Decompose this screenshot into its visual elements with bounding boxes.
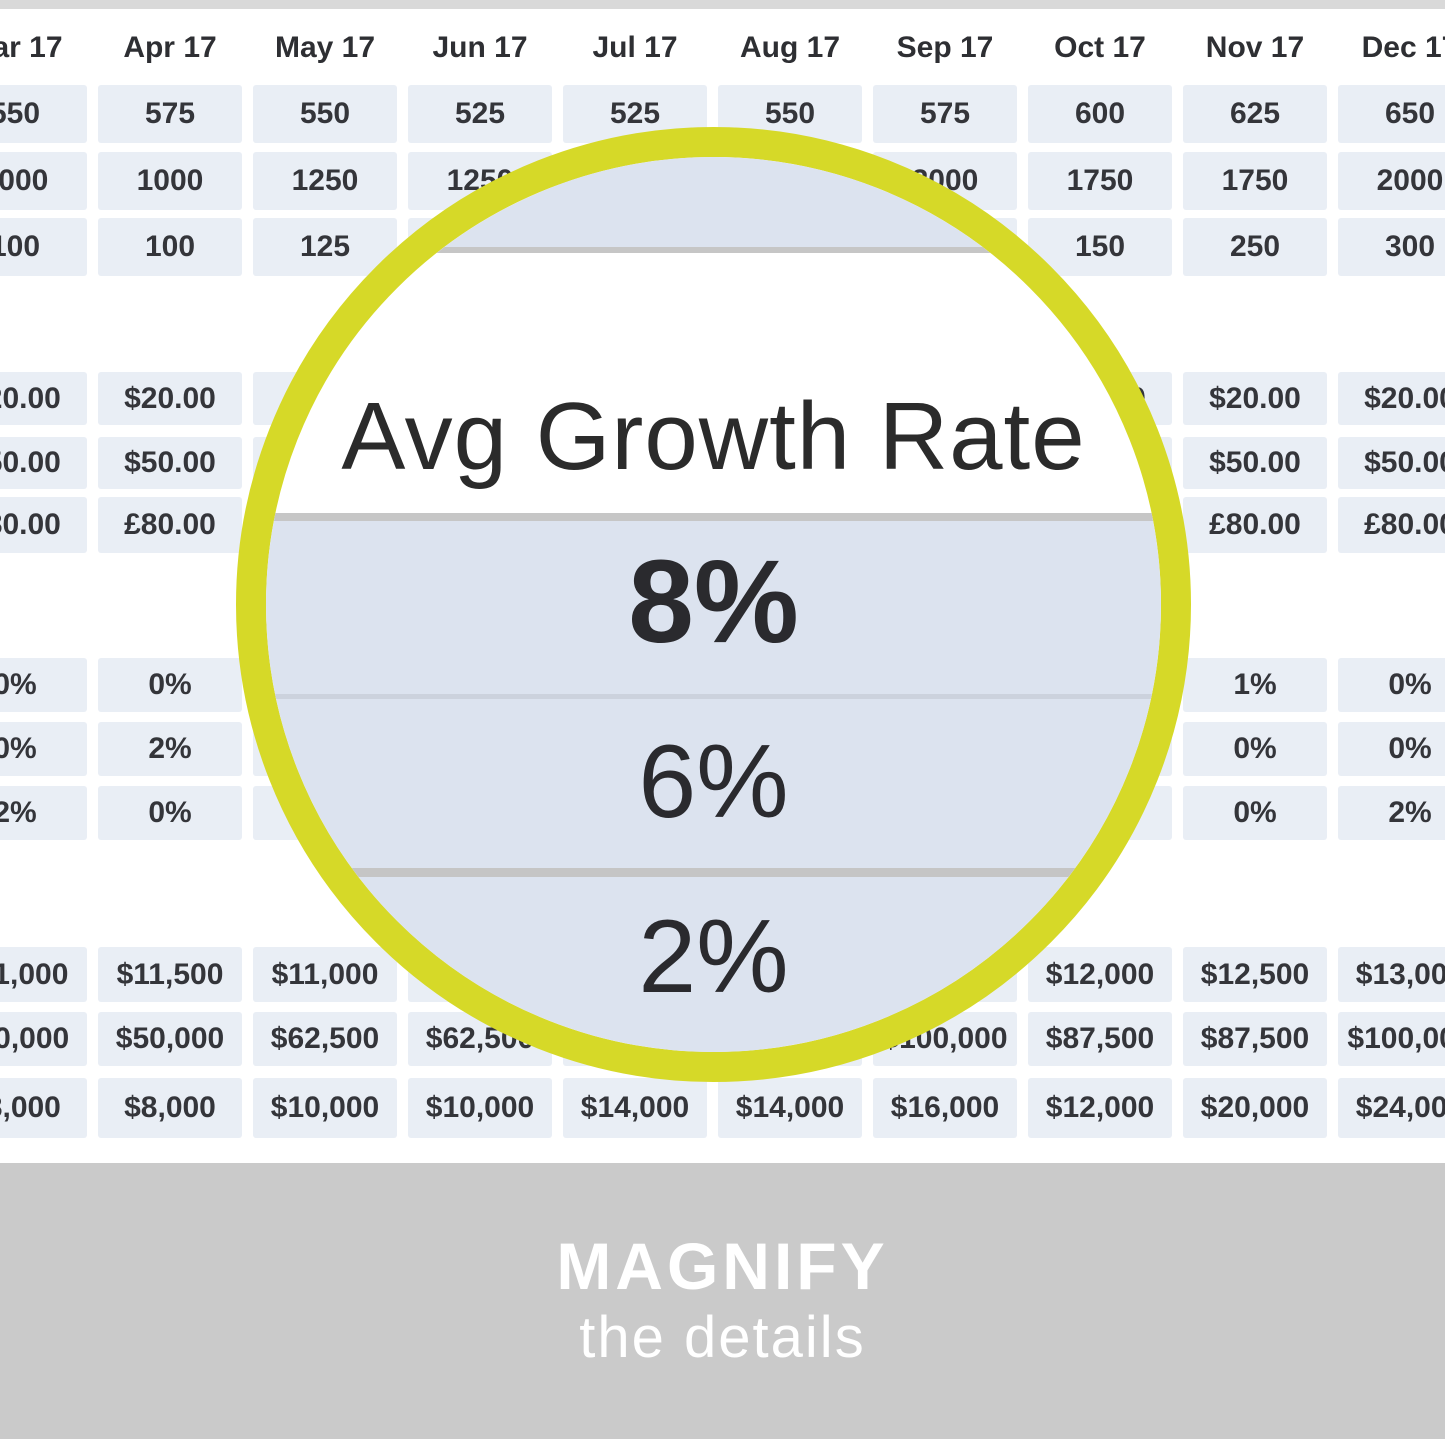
magnifier-divider-bottom [266,868,1161,877]
column-header: Aug 17 [739,31,841,64]
magnifier-value-primary: 8% [628,536,799,668]
table-cell: 625 [1183,85,1327,143]
column-header: Mar 17 [0,31,63,64]
table-cell: $8,000 [0,1078,87,1138]
table-cell: 300 [1338,218,1445,276]
table-cell: £80.00 [1338,497,1445,553]
column-header: Jun 17 [432,31,528,64]
table-cell: $20.00 [98,372,242,425]
table-cell: $50.00 [1338,437,1445,489]
table-cell: $11,500 [98,947,242,1002]
table-cell: 0% [1338,658,1445,712]
table-cell: 650 [1338,85,1445,143]
column-header: Nov 17 [1205,31,1305,64]
magnifier-value-secondary: 6% [638,723,789,840]
table-cell: 550 [0,85,87,143]
caption-banner: MAGNIFY the details [0,1163,1445,1439]
table-cell: 575 [873,85,1017,143]
table-cell: 0% [98,786,242,840]
table-cell: $14,000 [718,1078,862,1138]
table-cell: 0% [98,658,242,712]
table-cell: $50.00 [1183,437,1327,489]
table-cell: 2% [1338,786,1445,840]
top-gray-strip [0,0,1445,9]
magnifier-divider-title [266,513,1161,521]
table-cell: 2% [98,722,242,776]
table-cell: $87,500 [1183,1012,1327,1066]
table-cell: $50.00 [0,437,87,489]
caption-subtitle: the details [579,1305,866,1370]
table-cell: $50,000 [98,1012,242,1066]
table-cell: 1750 [1183,152,1327,210]
table-cell: $14,000 [563,1078,707,1138]
column-header: Jul 17 [592,31,678,64]
table-cell: 0% [0,658,87,712]
table-cell: $20.00 [1338,372,1445,425]
table-cell: $11,000 [0,947,87,1002]
table-cell: 0% [1183,722,1327,776]
table-cell: $12,000 [1028,1078,1172,1138]
table-cell: £80.00 [0,497,87,553]
column-header: Oct 17 [1054,31,1146,64]
table-cell: 600 [1028,85,1172,143]
table-cell: $12,500 [1183,947,1327,1002]
table-cell: $10,000 [253,1078,397,1138]
table-cell: 1% [1183,658,1327,712]
table-cell: 100 [0,218,87,276]
magnifier-top-row-band [266,157,1161,247]
table-cell: 1000 [0,152,87,210]
table-cell: 575 [98,85,242,143]
table-cell: $8,000 [98,1078,242,1138]
table-cell: $100,000 [1338,1012,1445,1066]
table-cell: 2000 [1338,152,1445,210]
table-cell: 250 [1183,218,1327,276]
table-cell: $24,000 [1338,1078,1445,1138]
table-cell: £80.00 [98,497,242,553]
column-header: Sep 17 [896,31,994,64]
table-cell: 100 [98,218,242,276]
table-cell: $16,000 [873,1078,1017,1138]
table-cell: 0% [1183,786,1327,840]
table-cell: $20.00 [0,372,87,425]
table-cell: $13,000 [1338,947,1445,1002]
magnifier-highlight-band [266,521,1161,1052]
magnifier-title: Avg Growth Rate [341,383,1086,490]
magnifier-circle: Avg Growth Rate 8% 6% 2% [236,127,1191,1082]
table-cell: 1000 [98,152,242,210]
magnifier-divider-top [266,247,1161,253]
caption-title: MAGNIFY [556,1229,889,1303]
table-cell: $50.00 [98,437,242,489]
table-cell: 550 [253,85,397,143]
table-cell: 0% [1338,722,1445,776]
column-header: Dec 17 [1361,31,1445,64]
table-cell: $20.00 [1183,372,1327,425]
table-cell: 525 [408,85,552,143]
magnifier-divider-faint [266,694,1161,699]
column-header: Apr 17 [123,31,217,64]
table-cell: $20,000 [1183,1078,1327,1138]
table-cell: $10,000 [408,1078,552,1138]
column-header: May 17 [274,31,376,64]
table-cell: 2% [0,786,87,840]
table-cell: 0% [0,722,87,776]
table-cell: £80.00 [1183,497,1327,553]
magnifier-value-tertiary: 2% [638,898,789,1015]
table-cell: $50,000 [0,1012,87,1066]
